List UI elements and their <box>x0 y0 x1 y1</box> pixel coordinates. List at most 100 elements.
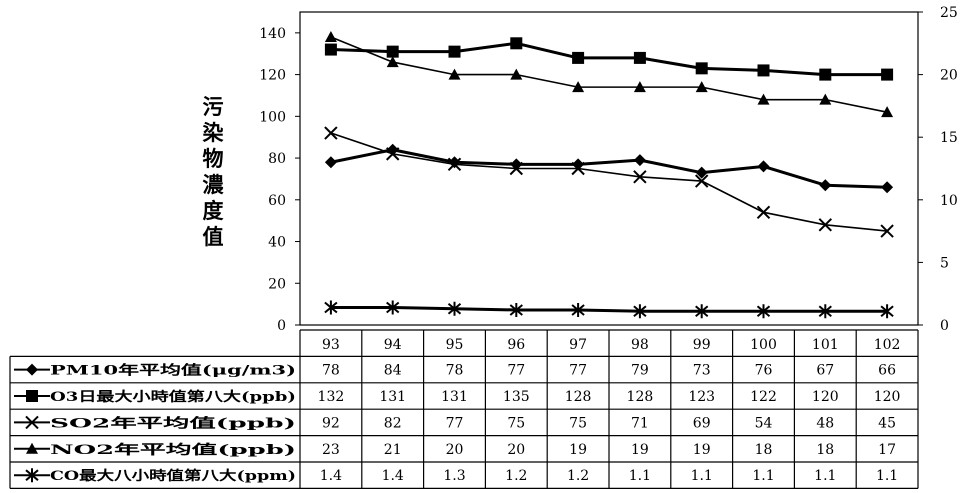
table-value-cell: 1.2 <box>567 468 589 484</box>
data-point-x <box>571 161 585 176</box>
left-tick-label: 60 <box>268 193 286 209</box>
data-point-star <box>386 300 400 315</box>
y-axis-label-text: 污染物濃度值 <box>202 94 225 249</box>
right-y-axis: 0 5 10 15 20 25 <box>918 5 958 334</box>
data-point-diamond <box>695 166 708 179</box>
table-header-cell: 99 <box>693 337 711 353</box>
data-point-square <box>881 68 894 81</box>
right-tick-label: 10 <box>940 193 958 209</box>
data-point-x <box>633 170 647 184</box>
legend-marker-star <box>25 468 39 483</box>
table-value-cell: 122 <box>750 389 777 405</box>
table-header-cell: 97 <box>569 337 587 353</box>
data-point-triangle <box>448 68 461 80</box>
data-point-triangle <box>757 93 770 105</box>
table-value-cell: 1.4 <box>320 468 342 484</box>
data-point-square <box>324 43 337 56</box>
table-value-cell: 1.4 <box>382 468 404 484</box>
legend-marker-square <box>26 390 38 402</box>
legend-marker-diamond <box>26 363 38 376</box>
table-value-cell: 19 <box>693 442 711 458</box>
legend-label: CO最大八小時值第八大(ppm) <box>50 468 296 484</box>
data-point-diamond <box>510 158 523 171</box>
data-point-star <box>447 301 462 316</box>
table-value-cell: 20 <box>446 442 464 458</box>
table-header-cell: 101 <box>812 337 839 353</box>
data-point-square <box>448 45 461 58</box>
table-value-cell: 18 <box>755 442 773 458</box>
right-tick-label: 25 <box>940 5 958 21</box>
left-y-axis: 0 20 40 60 80 100 120 140 <box>259 26 300 334</box>
data-point-triangle <box>324 31 337 43</box>
plot-area <box>299 11 919 326</box>
table-value-cell: 82 <box>384 415 402 431</box>
table-value-cell: 1.2 <box>505 468 527 484</box>
data-point-diamond <box>757 160 770 173</box>
data-point-diamond <box>448 156 461 169</box>
table-value-cell: 18 <box>816 442 834 458</box>
left-tick-label: 100 <box>259 109 286 125</box>
table-value-cell: 1.1 <box>629 468 651 484</box>
table-header-cell: 96 <box>507 337 525 353</box>
table-value-cell: 66 <box>878 363 896 379</box>
table-value-cell: 71 <box>631 415 649 431</box>
data-point-square <box>695 62 708 75</box>
table-value-cell: 75 <box>569 415 587 431</box>
data-point-square <box>510 37 523 50</box>
table-value-cell: 131 <box>379 389 406 405</box>
data-point-triangle <box>819 93 832 105</box>
data-point-triangle <box>633 81 646 93</box>
data-point-x <box>694 174 709 188</box>
table-value-cell: 131 <box>441 389 468 405</box>
table-value-cell: 76 <box>755 363 773 379</box>
table-value-cell: 1.1 <box>814 468 836 484</box>
data-point-star <box>818 304 832 319</box>
table-value-cell: 19 <box>569 442 587 458</box>
table-value-cell: 73 <box>693 363 711 379</box>
table-value-cell: 120 <box>874 389 901 405</box>
data-point-diamond <box>633 154 646 167</box>
data-point-x <box>447 157 462 172</box>
table-header-cell: 95 <box>446 337 464 353</box>
data-point-x <box>324 126 338 140</box>
left-tick-label: 80 <box>268 151 286 167</box>
data-point-diamond <box>572 158 585 171</box>
data-point-x <box>880 224 894 238</box>
data-point-x <box>756 205 771 220</box>
table-value-cell: 135 <box>503 389 530 405</box>
left-tick-label: 40 <box>268 235 286 251</box>
data-point-triangle <box>386 56 399 68</box>
data-point-x <box>385 147 400 161</box>
legend-marker-x <box>25 415 39 430</box>
table-value-cell: 123 <box>688 389 715 405</box>
series-line-1 <box>330 148 888 189</box>
table-value-cell: 128 <box>565 389 592 405</box>
data-point-triangle <box>510 68 523 80</box>
table-value-cell: 1.1 <box>691 468 713 484</box>
series-line-4 <box>330 36 888 113</box>
table-value-cell: 23 <box>322 442 340 458</box>
data-point-x <box>818 218 833 232</box>
series-line-5 <box>330 305 888 313</box>
data-point-star <box>756 304 771 319</box>
left-tick-label: 140 <box>259 26 286 42</box>
table-value-cell: 132 <box>318 389 345 405</box>
data-point-star <box>880 304 894 319</box>
table-value-cell: 120 <box>812 389 839 405</box>
table-value-cell: 77 <box>569 363 587 379</box>
right-tick-label: 15 <box>940 130 958 146</box>
legend-label: NO2年平均值(ppb) <box>50 442 296 458</box>
table-value-cell: 77 <box>507 363 525 379</box>
right-tick-label: 5 <box>940 255 949 271</box>
right-tick-label: 0 <box>940 318 949 334</box>
table-value-cell: 84 <box>384 363 402 379</box>
table-value-cell: 45 <box>878 415 896 431</box>
right-tick-label: 20 <box>940 68 958 84</box>
table-value-cell: 1.1 <box>876 468 898 484</box>
table-value-cell: 69 <box>693 415 711 431</box>
table-header-cell: 93 <box>322 337 340 353</box>
table-value-cell: 48 <box>816 415 834 431</box>
data-point-diamond <box>819 179 832 192</box>
table-value-cell: 78 <box>446 363 464 379</box>
